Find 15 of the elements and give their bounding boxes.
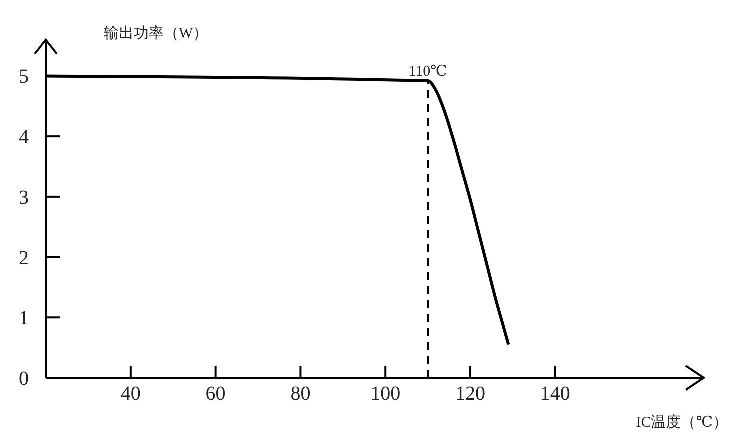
x-tick-label: 140 bbox=[540, 383, 570, 405]
y-tick-label: 4 bbox=[19, 126, 29, 149]
y-tick-label: 0 bbox=[19, 368, 29, 390]
y-tick-label: 5 bbox=[19, 66, 29, 88]
x-tick-label: 120 bbox=[456, 383, 486, 405]
y-axis-title: 输出功率（W） bbox=[104, 25, 208, 42]
x-tick-label: 100 bbox=[370, 383, 401, 405]
y-tick-label: 3 bbox=[19, 186, 29, 209]
x-tick-label: 40 bbox=[120, 383, 141, 405]
y-tick-label: 1 bbox=[19, 308, 29, 330]
y-tick-label: 2 bbox=[19, 247, 29, 270]
x-tick-label: 60 bbox=[206, 383, 226, 405]
x-tick-label: 80 bbox=[290, 383, 311, 405]
x-axis-title: IC温度（℃） bbox=[636, 414, 728, 431]
ref-line-label: 110℃ bbox=[408, 64, 448, 80]
